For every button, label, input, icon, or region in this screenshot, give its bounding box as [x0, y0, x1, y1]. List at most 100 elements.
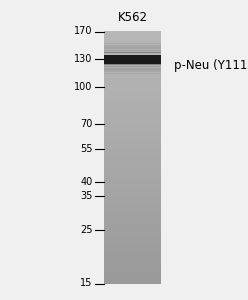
- Bar: [104, 189, 161, 190]
- Bar: [104, 106, 161, 108]
- Bar: [104, 264, 161, 265]
- Bar: [104, 267, 161, 268]
- Bar: [104, 83, 161, 84]
- Bar: [104, 49, 161, 50]
- Bar: [104, 62, 161, 63]
- Bar: [104, 196, 161, 197]
- Bar: [104, 32, 161, 33]
- Bar: [104, 143, 161, 145]
- Bar: [104, 183, 161, 184]
- Bar: [104, 248, 161, 249]
- Bar: [104, 140, 161, 142]
- Bar: [104, 85, 161, 87]
- Text: p-Neu (Y1112): p-Neu (Y1112): [174, 59, 248, 72]
- Bar: [104, 125, 161, 126]
- Bar: [104, 106, 161, 107]
- Bar: [104, 274, 161, 275]
- Bar: [104, 122, 161, 123]
- Bar: [104, 87, 161, 88]
- Bar: [104, 51, 161, 52]
- Bar: [104, 164, 161, 165]
- Bar: [104, 33, 161, 34]
- Bar: [104, 206, 161, 208]
- Bar: [104, 234, 161, 236]
- Bar: [104, 44, 161, 46]
- Bar: [104, 174, 161, 175]
- Text: 25: 25: [80, 226, 93, 236]
- Bar: [104, 70, 161, 72]
- Bar: [104, 78, 161, 80]
- Bar: [104, 38, 161, 40]
- Bar: [104, 71, 161, 73]
- Bar: [104, 226, 161, 228]
- Bar: [104, 107, 161, 109]
- Bar: [104, 139, 161, 141]
- Bar: [104, 96, 161, 97]
- Bar: [104, 264, 161, 266]
- Bar: [104, 89, 161, 90]
- Bar: [104, 181, 161, 183]
- Bar: [104, 64, 161, 65]
- Bar: [104, 73, 161, 74]
- Bar: [104, 210, 161, 211]
- Bar: [104, 151, 161, 152]
- Bar: [104, 237, 161, 238]
- Bar: [104, 190, 161, 192]
- Bar: [104, 243, 161, 244]
- Bar: [104, 103, 161, 105]
- Bar: [104, 273, 161, 274]
- Bar: [104, 127, 161, 128]
- Bar: [104, 56, 161, 58]
- Bar: [104, 54, 161, 55]
- Bar: [104, 212, 161, 214]
- Text: 130: 130: [74, 54, 93, 64]
- Bar: [104, 275, 161, 277]
- Bar: [104, 39, 161, 41]
- Bar: [104, 70, 161, 72]
- Text: 55: 55: [80, 144, 93, 154]
- Bar: [104, 252, 161, 253]
- Bar: [104, 42, 161, 43]
- Bar: [104, 43, 161, 44]
- Bar: [104, 119, 161, 121]
- Bar: [104, 260, 161, 261]
- Text: 170: 170: [74, 26, 93, 37]
- Bar: [104, 265, 161, 267]
- Bar: [104, 274, 161, 276]
- Bar: [104, 90, 161, 91]
- Bar: [104, 246, 161, 247]
- Bar: [104, 259, 161, 260]
- Bar: [104, 192, 161, 194]
- Bar: [104, 100, 161, 102]
- Bar: [104, 195, 161, 196]
- Bar: [104, 280, 161, 281]
- Bar: [104, 88, 161, 89]
- Bar: [104, 117, 161, 118]
- Bar: [104, 97, 161, 99]
- Bar: [104, 45, 161, 46]
- Bar: [104, 150, 161, 152]
- Bar: [104, 230, 161, 231]
- Bar: [104, 101, 161, 103]
- Bar: [104, 167, 161, 168]
- Bar: [104, 44, 161, 45]
- Bar: [104, 276, 161, 278]
- Bar: [104, 31, 161, 32]
- Bar: [104, 248, 161, 250]
- Bar: [104, 206, 161, 207]
- Bar: [104, 98, 161, 100]
- Bar: [104, 104, 161, 105]
- Bar: [104, 221, 161, 222]
- Bar: [104, 201, 161, 203]
- Bar: [104, 270, 161, 272]
- Bar: [104, 162, 161, 164]
- Bar: [104, 164, 161, 166]
- Bar: [104, 190, 161, 191]
- Bar: [104, 172, 161, 173]
- Bar: [104, 224, 161, 226]
- Bar: [104, 58, 161, 60]
- Bar: [104, 72, 161, 74]
- Bar: [104, 92, 161, 94]
- Bar: [104, 109, 161, 110]
- Bar: [104, 115, 161, 116]
